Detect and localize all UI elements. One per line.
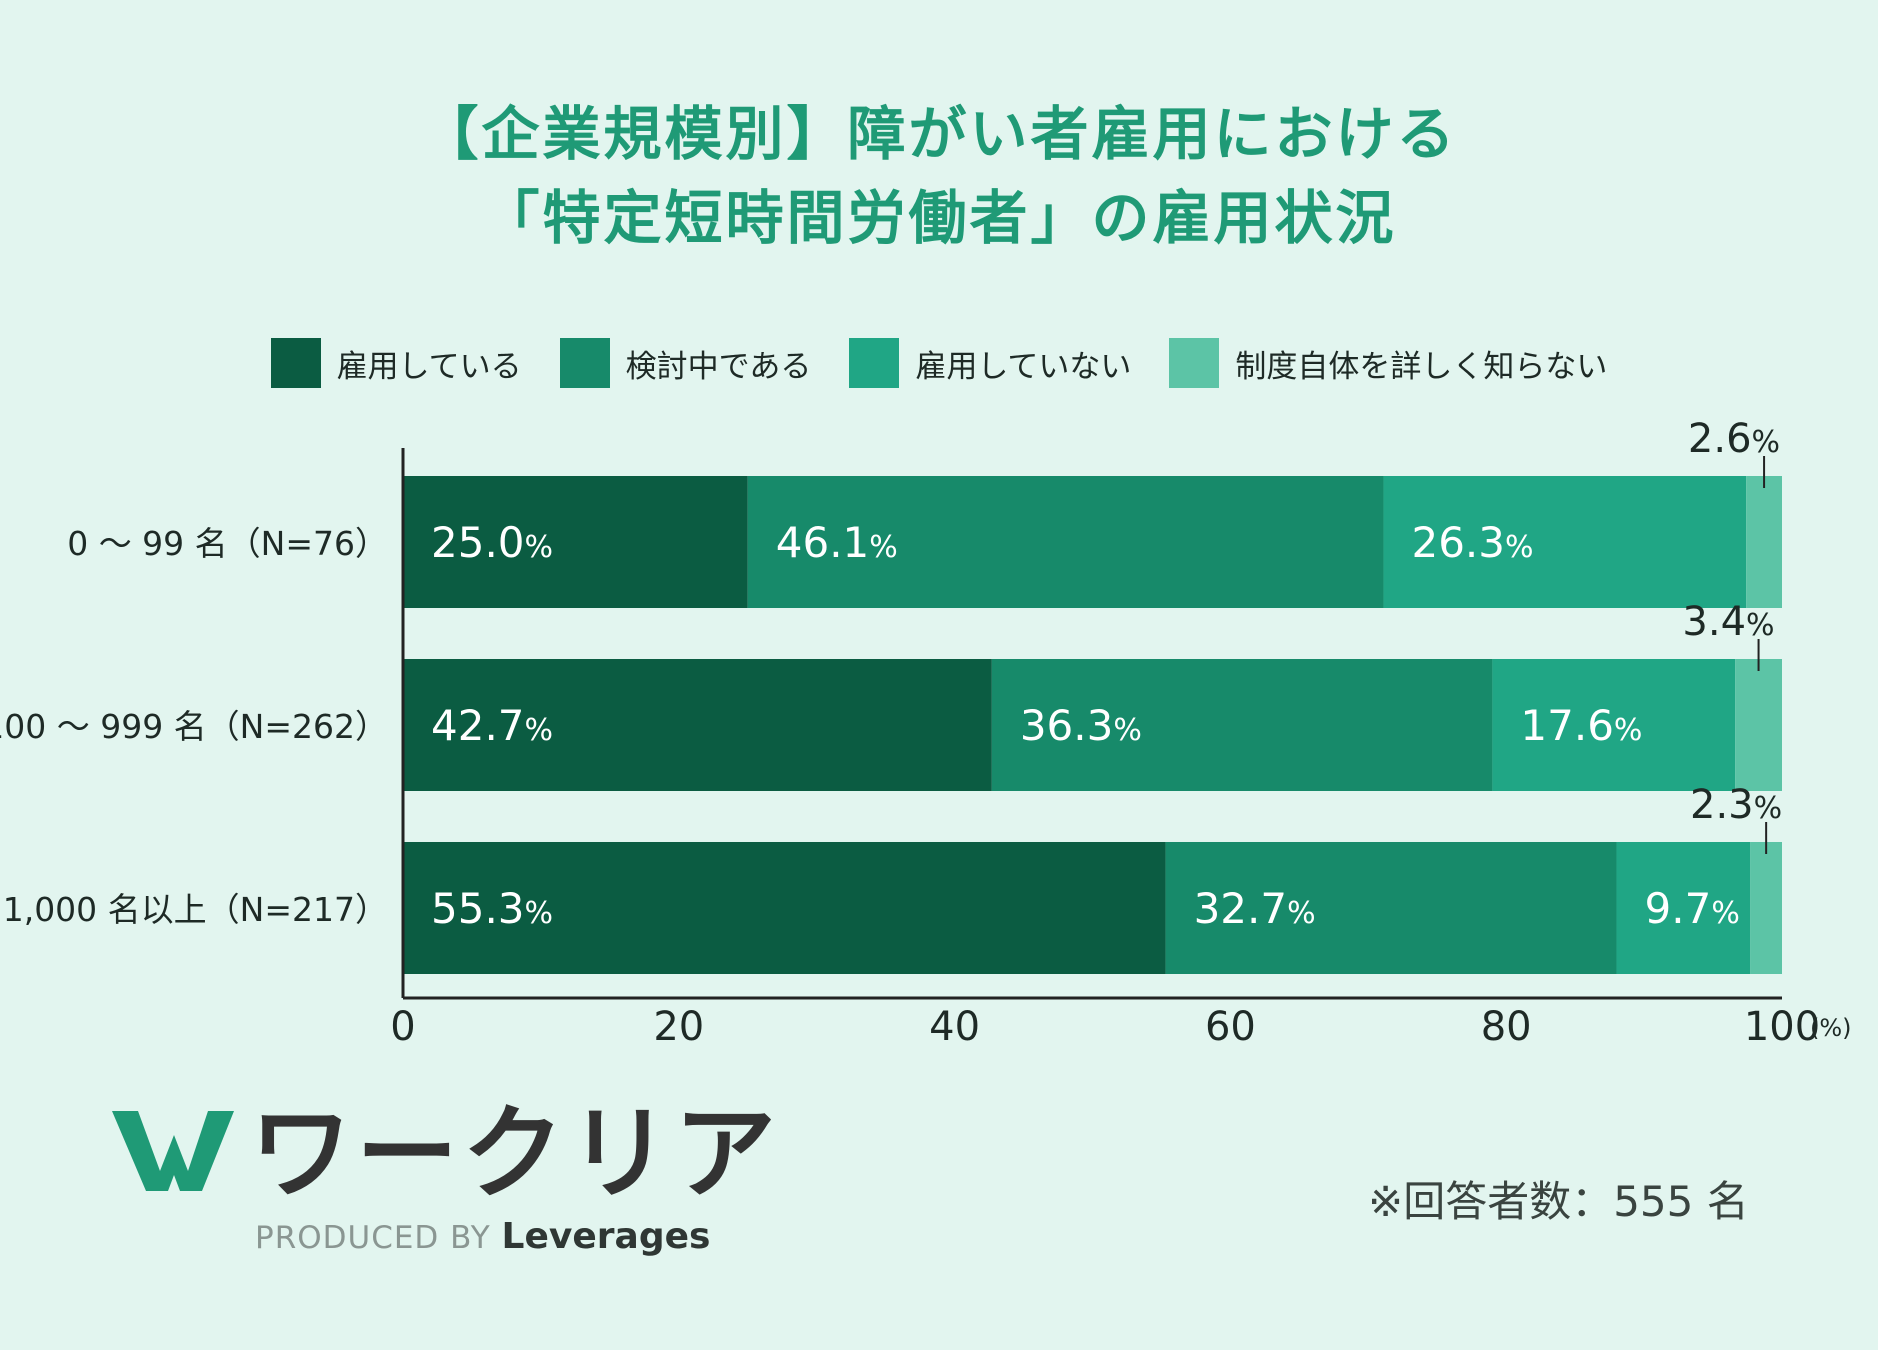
stacked-bar-chart: 25.0% 46.1% 26.3% 2.6% 0 ～ 99 名（N=76） 42.7% 36…	[0, 416, 1852, 1050]
legend-swatch	[1169, 338, 1220, 388]
bar-segment	[1750, 842, 1782, 974]
legend-swatch	[849, 338, 900, 388]
data-label: 55.3%	[431, 884, 553, 933]
produced-by: PRODUCED BY Leverages	[255, 1216, 710, 1257]
legend-label: 雇用していない	[915, 348, 1132, 385]
data-label: 17.6%	[1520, 701, 1642, 750]
data-label: 2.6%	[1688, 416, 1780, 462]
x-tick-label: 20	[653, 1004, 704, 1050]
logo-wordmark: ワークリア	[250, 1095, 780, 1214]
chart-title-line-1: 【企業規模別】障がい者雇用における	[420, 100, 1458, 168]
bar-segment	[403, 659, 992, 791]
produced-by-label: PRODUCED BY	[255, 1220, 491, 1256]
category-label: 100 ～ 999 名（N=262）	[0, 707, 388, 746]
data-label: 3.4%	[1682, 599, 1774, 645]
legend-swatch	[270, 338, 321, 388]
bar-segment	[403, 842, 1166, 974]
brand-name: Leverages	[501, 1216, 711, 1257]
data-label: 36.3%	[1020, 701, 1142, 750]
legend-label: 雇用している	[336, 348, 522, 385]
respondent-count-note: ※回答者数：555 名	[1368, 1177, 1749, 1226]
bar-segment	[1165, 842, 1617, 974]
x-tick-label: 0	[390, 1004, 415, 1050]
x-tick-label: 100	[1744, 1004, 1820, 1050]
x-tick-label: 40	[929, 1004, 980, 1050]
data-label: 2.3%	[1690, 782, 1782, 828]
bar-segment	[1616, 842, 1751, 974]
data-label: 26.3%	[1411, 518, 1533, 567]
data-label: 46.1%	[776, 518, 898, 567]
bar-segment	[403, 476, 748, 608]
legend-item-not-employed: 雇用していない	[849, 338, 1131, 388]
x-tick-label: 80	[1481, 1004, 1532, 1050]
legend-label: 制度自体を詳しく知らない	[1235, 348, 1608, 385]
category-label: 1,000 名以上（N=217）	[3, 890, 388, 929]
chart-title-line-2: 「特定短時間労働者」の雇用状況	[481, 184, 1397, 252]
bar-segment	[747, 476, 1384, 608]
data-label: 32.7%	[1194, 884, 1316, 933]
category-label: 0 ～ 99 名（N=76）	[67, 524, 388, 563]
data-label: 9.7%	[1645, 884, 1740, 933]
bar-segment	[1746, 476, 1782, 608]
chart-title: 【企業規模別】障がい者雇用における 「特定短時間労働者」の雇用状況	[0, 92, 1878, 260]
data-label: 42.7%	[431, 701, 553, 750]
data-label: 25.0%	[431, 518, 553, 567]
x-tick-label: 60	[1205, 1004, 1256, 1050]
legend-item-considering: 検討中である	[559, 338, 812, 388]
bar-segment	[1735, 659, 1782, 791]
x-axis-unit: (%)	[1810, 1014, 1852, 1042]
legend-item-employed: 雇用している	[270, 338, 522, 388]
legend-swatch	[559, 338, 610, 388]
bar-segment	[1492, 659, 1736, 791]
bar-segment	[1383, 476, 1747, 608]
chart-legend: 雇用している 検討中である 雇用していない 制度自体を詳しく知らない	[0, 338, 1878, 388]
legend-label: 検討中である	[625, 348, 812, 385]
workclear-logo-icon	[112, 1111, 234, 1191]
legend-item-unaware: 制度自体を詳しく知らない	[1169, 338, 1607, 388]
bar-segment	[991, 659, 1493, 791]
